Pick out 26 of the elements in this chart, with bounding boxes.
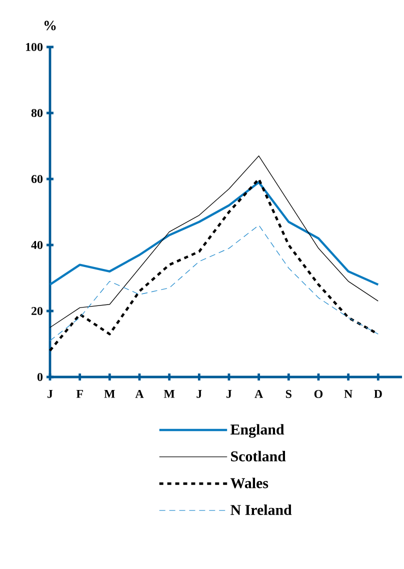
line-series — [48, 181, 380, 286]
x-tick-label: J — [226, 390, 232, 398]
x-tick-label: N — [344, 390, 352, 398]
y-tick-label: 60 — [31, 174, 43, 184]
x-tick-label: J — [196, 390, 202, 398]
y-tick-label: 80 — [31, 108, 43, 118]
legend-label: England — [230, 424, 284, 438]
x-tick-label: S — [286, 390, 292, 398]
legend-label: N Ireland — [230, 504, 292, 516]
y-tick-label: 100 — [26, 42, 43, 52]
y-tick-label: 20 — [32, 306, 43, 316]
x-tick-label: A — [135, 390, 144, 398]
legend-label: Scotland — [231, 450, 286, 462]
x-tick-label: M — [104, 390, 115, 398]
y-tick-label: 0 — [37, 372, 43, 382]
x-tick-label: O — [314, 390, 323, 398]
x-tick-label: A — [254, 390, 264, 398]
line-series — [50, 224, 378, 342]
y-axis-title: % — [44, 20, 56, 30]
x-tick-label: M — [164, 390, 175, 398]
line-series — [48, 178, 380, 352]
y-tick-label: 40 — [31, 240, 43, 250]
x-tick-label: F — [76, 390, 83, 398]
x-tick-label: J — [48, 390, 53, 398]
legend-label: Wales — [230, 478, 268, 488]
x-tick-label: D — [374, 390, 382, 398]
